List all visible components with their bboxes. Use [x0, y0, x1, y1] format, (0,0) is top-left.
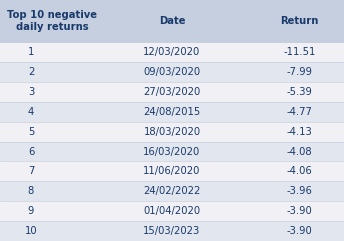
Text: 24/02/2022: 24/02/2022	[143, 186, 201, 196]
Bar	[0, 0, 344, 42]
Text: 18/03/2020: 18/03/2020	[143, 127, 201, 137]
Bar	[0, 161, 344, 181]
Text: -3.90: -3.90	[287, 206, 312, 216]
Text: Top 10 negative
daily returns: Top 10 negative daily returns	[7, 10, 97, 32]
Text: 10: 10	[25, 226, 37, 236]
Text: Return: Return	[280, 16, 319, 26]
Text: -4.13: -4.13	[287, 127, 312, 137]
Text: 27/03/2020: 27/03/2020	[143, 87, 201, 97]
Text: -5.39: -5.39	[286, 87, 312, 97]
Text: 12/03/2020: 12/03/2020	[143, 47, 201, 57]
Bar	[0, 42, 344, 62]
Text: 6: 6	[28, 147, 34, 156]
Bar	[0, 221, 344, 241]
Text: 24/08/2015: 24/08/2015	[143, 107, 201, 117]
Text: 16/03/2020: 16/03/2020	[143, 147, 201, 156]
Text: 11/06/2020: 11/06/2020	[143, 167, 201, 176]
Text: 1: 1	[28, 47, 34, 57]
Text: -4.06: -4.06	[287, 167, 312, 176]
Text: -7.99: -7.99	[286, 67, 312, 77]
Text: 8: 8	[28, 186, 34, 196]
Text: 2: 2	[28, 67, 34, 77]
Text: 7: 7	[28, 167, 34, 176]
Bar	[0, 142, 344, 161]
Text: -4.77: -4.77	[286, 107, 312, 117]
Bar	[0, 62, 344, 82]
Text: 4: 4	[28, 107, 34, 117]
Bar	[0, 82, 344, 102]
Text: -3.96: -3.96	[286, 186, 312, 196]
Bar	[0, 201, 344, 221]
Text: 3: 3	[28, 87, 34, 97]
Text: 15/03/2023: 15/03/2023	[143, 226, 201, 236]
Text: 01/04/2020: 01/04/2020	[143, 206, 201, 216]
Text: 09/03/2020: 09/03/2020	[143, 67, 201, 77]
Text: 5: 5	[28, 127, 34, 137]
Text: -4.08: -4.08	[287, 147, 312, 156]
Bar	[0, 122, 344, 142]
Text: Date: Date	[159, 16, 185, 26]
Text: 9: 9	[28, 206, 34, 216]
Text: -11.51: -11.51	[283, 47, 315, 57]
Bar	[0, 102, 344, 122]
Text: -3.90: -3.90	[287, 226, 312, 236]
Bar	[0, 181, 344, 201]
